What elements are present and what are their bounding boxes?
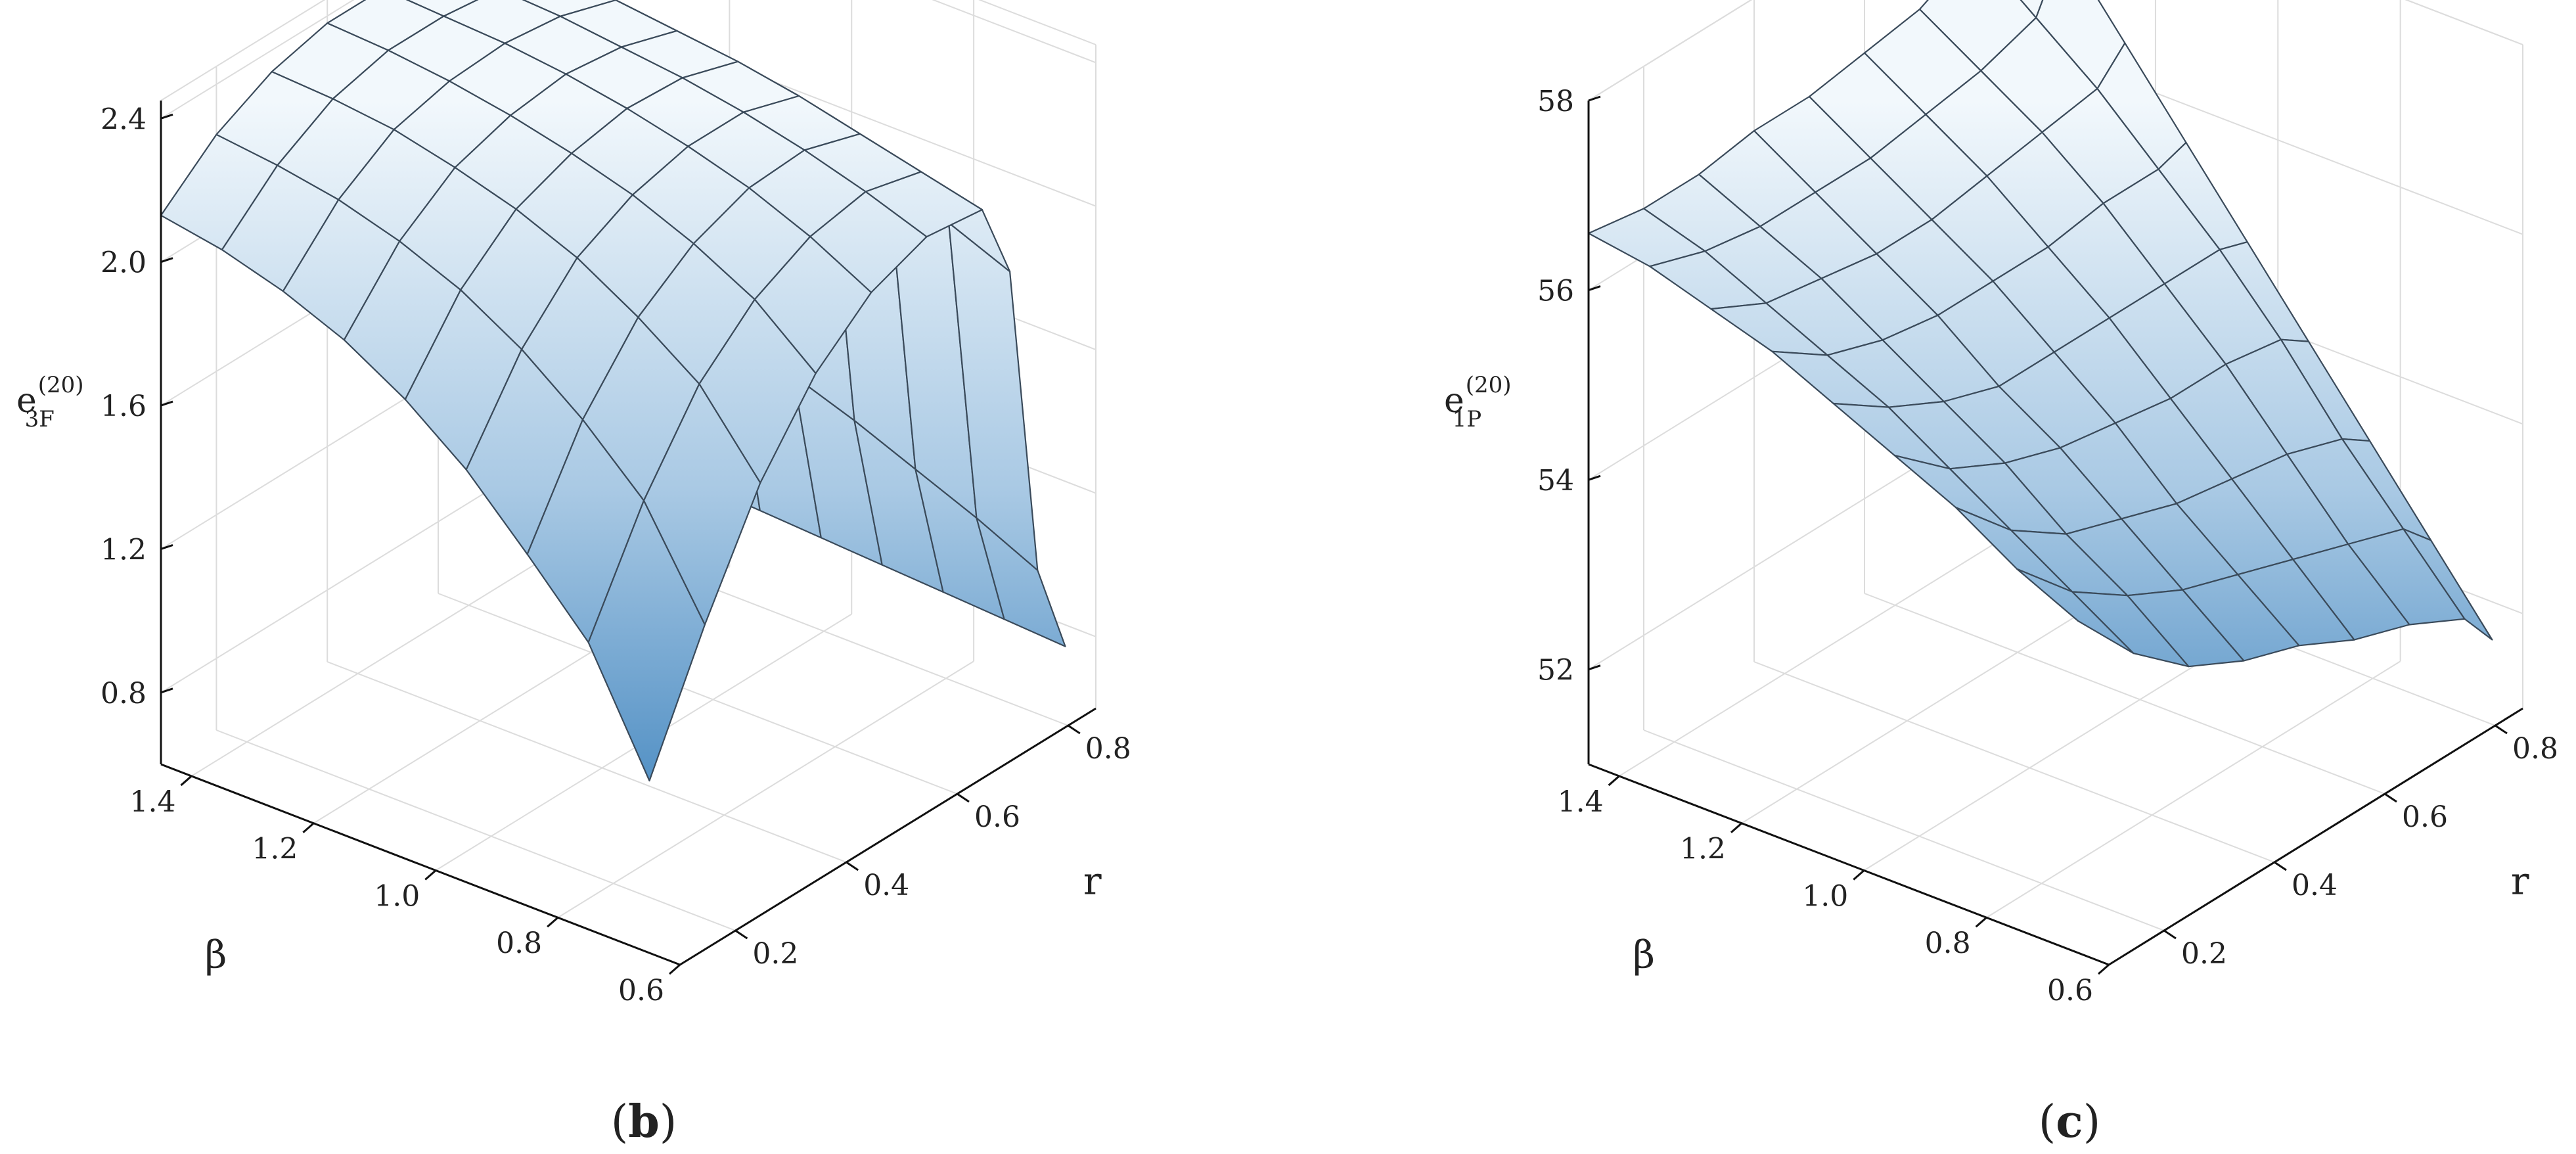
r-tick-label: 0.8 [1085, 732, 1131, 766]
beta-axis-line [1588, 763, 2110, 966]
r-tick-label: 0.2 [752, 937, 798, 971]
beta-tick-label: 1.2 [252, 833, 298, 866]
beta-tick-label: 1.0 [374, 879, 420, 913]
axes: 52 54 56 58 1.4 1.2 1.0 0.8 0.6 0.2 0.4 0.6 0.8 β r e(2… [1444, 85, 2558, 1007]
panel-label-close: ) [2083, 1096, 2101, 1148]
z-tick-mark [1588, 95, 1601, 102]
z-tick-label: 1.6 [101, 390, 147, 423]
beta-tick-mark [2098, 963, 2110, 975]
z-tick-mark [160, 257, 173, 264]
r-axis-line [679, 707, 1096, 966]
r-tick-mark [2163, 929, 2177, 940]
r-tick-mark [846, 861, 859, 871]
beta-tick-mark [1853, 869, 1865, 881]
r-tick-label: 0.4 [863, 869, 909, 902]
z-tick-label: 2.4 [101, 103, 147, 136]
z-tick-mark [1588, 664, 1601, 671]
z-tick-mark [160, 400, 173, 407]
beta-axis-line [160, 763, 681, 966]
panel-label-letter: c [2056, 1096, 2083, 1148]
z-tick-label: 56 [1537, 275, 1574, 308]
panel-label-open: ( [611, 1096, 629, 1148]
beta-tick-mark [180, 775, 192, 787]
surface-mesh [1587, 0, 2493, 668]
r-tick-label: 0.6 [974, 800, 1020, 834]
z-tick-label: 54 [1537, 464, 1574, 497]
z-axis-label: e(20) 1P [1444, 372, 1512, 432]
z-label-subscript: 3F [25, 406, 55, 432]
z-tick-label: 52 [1537, 654, 1574, 687]
beta-tick-mark [424, 869, 437, 881]
surface-cell [754, 235, 872, 375]
beta-tick-label: 1.0 [1802, 879, 1848, 913]
z-tick-label: 58 [1537, 85, 1574, 118]
beta-tick-label: 0.6 [2047, 974, 2093, 1007]
z-tick-mark [160, 113, 173, 120]
r-axis-line [2108, 707, 2523, 966]
r-tick-label: 0.6 [2402, 800, 2448, 834]
z-label-base: e [16, 381, 37, 421]
z-tick-label: 0.8 [101, 677, 147, 710]
z-axis-label: e(20) 3F [16, 372, 84, 432]
r-tick-label: 0.4 [2292, 869, 2338, 902]
z-tick-label: 1.2 [101, 533, 147, 566]
beta-tick-mark [302, 822, 315, 833]
z-label-superscript: (20) [38, 372, 84, 398]
panel-label-close: ) [660, 1096, 677, 1148]
r-tick-mark [734, 929, 748, 940]
beta-axis-label: β [1633, 932, 1655, 977]
z-tick-mark [160, 687, 173, 694]
r-tick-label: 0.8 [2512, 732, 2558, 766]
panel-b-surface-plot: 0.8 1.2 1.6 2.0 2.4 1.4 1.2 1.0 0.8 0.6 0.2 0.4 0.6 0… [16, 0, 1131, 1148]
r-axis-label: r [1083, 859, 1102, 904]
r-tick-mark [2495, 724, 2508, 735]
z-tick-mark [160, 544, 173, 550]
r-tick-mark [957, 793, 970, 803]
z-label-superscript: (20) [1466, 372, 1512, 398]
beta-tick-mark [1730, 822, 1742, 833]
beta-tick-label: 0.8 [496, 927, 542, 960]
r-tick-mark [1067, 724, 1081, 735]
beta-tick-label: 1.4 [129, 785, 175, 819]
panel-label-open: ( [2039, 1096, 2056, 1148]
panel-c-surface-plot: 52 54 56 58 1.4 1.2 1.0 0.8 0.6 0.2 0.4 0.6 0.8 β r e(2… [1444, 0, 2558, 1148]
beta-tick-label: 1.4 [1558, 785, 1604, 819]
z-tick-mark [1588, 285, 1601, 291]
axes: 0.8 1.2 1.6 2.0 2.4 1.4 1.2 1.0 0.8 0.6 0.2 0.4 0.6 0… [16, 101, 1131, 1007]
z-label-subscript: 1P [1453, 406, 1482, 432]
surface-mesh [160, 0, 1066, 782]
beta-tick-mark [547, 917, 559, 928]
z-tick-mark [1588, 474, 1601, 481]
panel-label: (c) [2039, 1096, 2100, 1148]
beta-tick-mark [1608, 775, 1620, 787]
beta-axis-label: β [205, 932, 227, 977]
z-label-base: e [1444, 381, 1464, 421]
r-axis-label: r [2511, 859, 2529, 904]
beta-tick-mark [1975, 917, 1987, 928]
r-tick-label: 0.2 [2181, 937, 2227, 971]
r-tick-mark [2384, 793, 2397, 803]
beta-tick-mark [669, 963, 681, 975]
surface-cell [2016, 568, 2135, 655]
z-tick-label: 2.0 [101, 246, 147, 280]
panel-label: (b) [611, 1096, 677, 1148]
beta-tick-label: 1.2 [1680, 833, 1726, 866]
panel-label-letter: b [628, 1096, 660, 1148]
r-tick-mark [2274, 861, 2287, 871]
beta-tick-label: 0.8 [1925, 927, 1971, 960]
beta-tick-label: 0.6 [618, 974, 664, 1007]
